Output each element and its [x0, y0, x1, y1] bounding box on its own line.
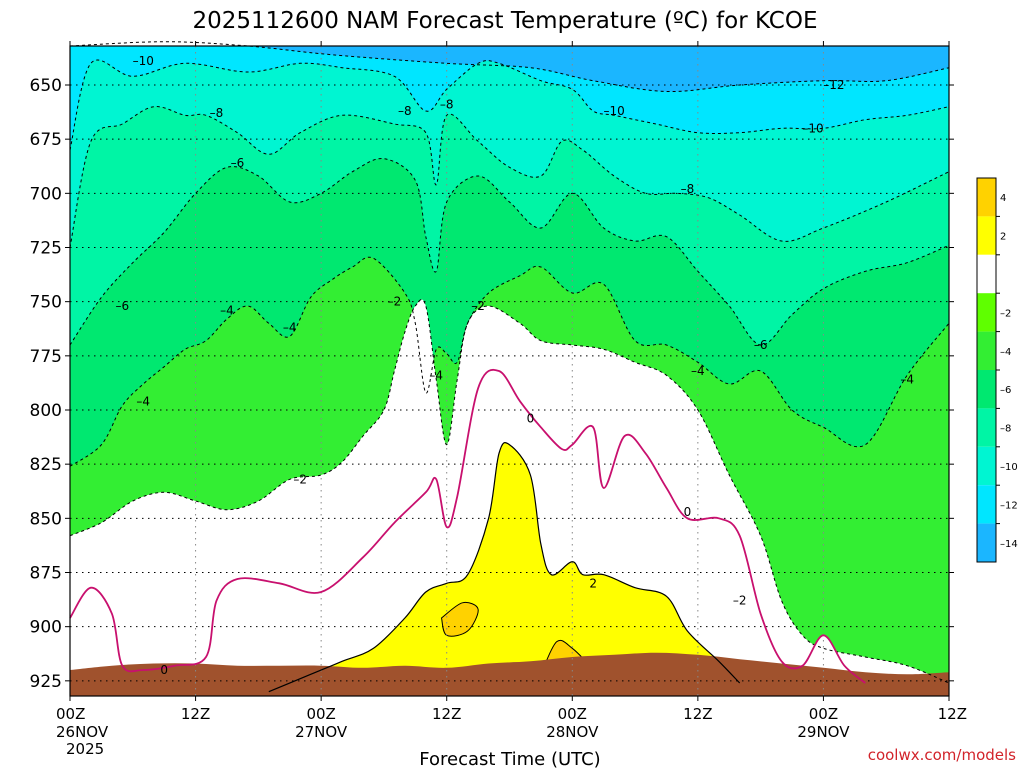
contour-label: –8: [210, 106, 224, 120]
y-tick-label: 650: [30, 76, 62, 96]
contour-label: –10: [604, 104, 625, 118]
contour-label: –4: [283, 321, 297, 335]
contour-label: –4: [691, 364, 705, 378]
colorbar-label: –10: [1000, 462, 1018, 473]
y-tick-label: 925: [30, 672, 62, 692]
colorbar-swatch: [977, 370, 996, 409]
contour-label: 0: [527, 412, 535, 426]
freezing-line: [69, 368, 866, 684]
plot-frame: [69, 45, 950, 697]
y-tick-label: 850: [30, 509, 62, 529]
colorbar-swatch: [977, 254, 996, 294]
y-tick-label: 675: [30, 130, 62, 150]
colorbar-swatch: [977, 331, 996, 370]
contour-label: –4: [900, 373, 914, 387]
x-tick-label: 12Z: [181, 705, 210, 723]
plot-area: [70, 46, 949, 696]
x-tick-label: 12Z: [432, 705, 461, 723]
y-tick-label: 900: [30, 618, 62, 638]
x-tick-label: 00Z: [56, 705, 85, 723]
colorbar-label: –4: [1000, 347, 1011, 358]
colorbar-label: –6: [1000, 385, 1011, 396]
contour-label: 0: [684, 505, 692, 519]
contour-labels: –12 –10 –10 –10 –8 –8 –8 –8 –6 –6 –6 –4 –4 –4 –4 –4 –4 –2…: [116, 54, 914, 677]
isotherm-line: [69, 41, 950, 93]
contour-label: –4: [220, 303, 234, 317]
x-tick-date: 29NOV: [797, 723, 850, 741]
contour-label: –2: [293, 472, 307, 486]
colorbar-swatch: [977, 178, 996, 217]
band-fill: [268, 442, 740, 696]
isotherm-line: [69, 256, 950, 467]
isotherm-line: [268, 442, 741, 693]
y-axis-ticks: 650 675 700 725 750 775 800 825 850 875 900 925: [30, 76, 954, 692]
contour-label: –8: [398, 104, 412, 118]
contour-label: –10: [802, 121, 823, 135]
isotherm-line: [69, 298, 950, 684]
y-tick-label: 725: [30, 239, 62, 259]
colorbar-label: –2: [1000, 308, 1011, 319]
x-tick-label: 12Z: [938, 705, 967, 723]
contour-label: –8: [440, 98, 454, 112]
x-tick-year: 2025: [66, 740, 104, 758]
y-tick-label: 750: [30, 293, 62, 313]
warm-pocket: [440, 601, 479, 637]
y-tick-label: 775: [30, 347, 62, 367]
x-axis-label: Forecast Time (UTC): [419, 749, 600, 768]
contour-label: –2: [733, 594, 747, 608]
x-tick-label: 12Z: [683, 705, 712, 723]
colorbar-swatch: [977, 293, 996, 332]
colorbar-swatch: [977, 523, 996, 562]
colorbar: 4 2 –2 –4 –6 –8 –10 –12 –14: [976, 177, 1018, 563]
contour-label: 2: [589, 576, 597, 590]
colorbar-swatch: [977, 408, 996, 447]
x-tick-label: 00Z: [558, 705, 587, 723]
y-tick-label: 825: [30, 455, 62, 475]
contour-label: –4: [429, 368, 443, 382]
colorbar-label: 4: [1000, 193, 1006, 204]
contour-lines: [69, 41, 950, 693]
x-tick-label: 00Z: [306, 705, 335, 723]
contour-label: –2: [388, 295, 402, 309]
colorbar-label: –14: [1000, 539, 1018, 550]
contour-label: –8: [681, 182, 695, 196]
x-tick-label: 00Z: [809, 705, 838, 723]
x-tick-date: 26NOV: [56, 723, 109, 741]
x-tick-date: 28NOV: [546, 723, 599, 741]
x-tick-date: 27NOV: [295, 723, 348, 741]
contour-label: –6: [754, 338, 768, 352]
contour-label: –2: [471, 299, 485, 313]
colorbar-swatch: [977, 216, 996, 255]
colorbar-label: –12: [1000, 500, 1018, 511]
y-tick-label: 700: [30, 184, 62, 204]
contour-label: –6: [231, 156, 245, 170]
isotherm-line: [69, 106, 950, 248]
colorbar-swatch: [977, 485, 996, 524]
colorbar-frame: [976, 177, 997, 563]
contour-label: –4: [136, 394, 150, 408]
isotherm-line: [69, 158, 950, 346]
contour-label: 0: [160, 663, 168, 677]
terrain: [70, 652, 949, 696]
contour-label: –6: [116, 299, 130, 313]
y-tick-label: 800: [30, 401, 62, 421]
credit-link[interactable]: coolwx.com/models: [868, 746, 1016, 764]
y-tick-label: 875: [30, 564, 62, 584]
colorbar-label: –8: [1000, 424, 1011, 435]
contour-label: –12: [823, 78, 844, 92]
contour-label: –10: [133, 54, 154, 68]
colorbar-swatch: [977, 446, 996, 486]
colorbar-label: 2: [1000, 232, 1006, 243]
chart-title: 2025112600 NAM Forecast Temperature (ºC)…: [193, 8, 818, 34]
